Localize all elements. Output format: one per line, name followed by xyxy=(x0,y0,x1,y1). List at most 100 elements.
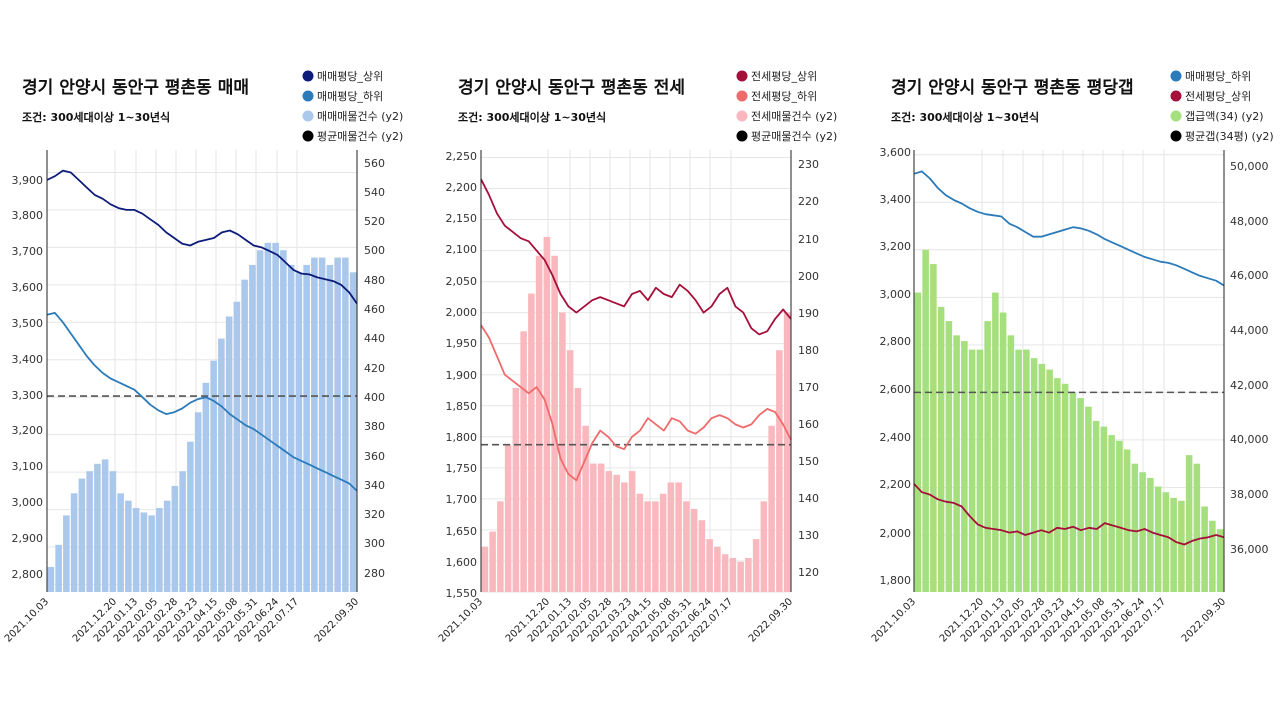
chart-title: 경기 안양시 동안구 평촌동 매매 xyxy=(22,78,249,98)
bar xyxy=(559,312,566,592)
bar xyxy=(1061,383,1069,592)
bar xyxy=(528,293,535,592)
bar xyxy=(1077,398,1084,592)
legend-label: 평균매물건수 (y2) xyxy=(317,130,403,143)
x-tick-label: 2022.09.30 xyxy=(747,596,795,644)
bar xyxy=(566,350,574,592)
y2-tick-label: 340 xyxy=(364,479,385,492)
y2-tick-label: 46,000 xyxy=(1230,269,1269,282)
bar xyxy=(1201,506,1208,592)
legend-marker xyxy=(302,110,314,122)
y2-tick-label: 170 xyxy=(798,381,819,394)
x-tick-label: 2021.10.03 xyxy=(3,596,51,644)
y-tick-label: 3,300 xyxy=(12,389,44,402)
bar xyxy=(930,264,937,592)
y2-tick-label: 200 xyxy=(798,270,819,283)
y-tick-label: 2,100 xyxy=(446,243,478,256)
bar xyxy=(745,558,752,592)
bar xyxy=(94,463,101,592)
bar xyxy=(945,321,953,592)
legend: 매매평당_상위 매매평당_하위 매매매물건수 (y2) 평균매물건수 (y2) xyxy=(302,70,403,143)
y2-tick-label: 220 xyxy=(798,195,819,208)
y2-tick-label: 420 xyxy=(364,362,385,375)
y2-tick-label: 190 xyxy=(798,307,819,320)
legend-marker xyxy=(302,90,314,102)
y-tick-label: 1,700 xyxy=(446,493,478,506)
y-tick-label: 2,800 xyxy=(12,568,44,581)
legend-label: 매매평당_하위 xyxy=(1185,69,1251,83)
y2-tick-label: 44,000 xyxy=(1230,324,1269,337)
legend-label: 평균갭(34평) (y2) xyxy=(1185,130,1274,143)
bar xyxy=(233,301,241,592)
legend-label: 매매평당_하위 xyxy=(317,89,383,103)
y2-tick-label: 120 xyxy=(798,566,819,579)
y2-tick-label: 36,000 xyxy=(1230,543,1269,556)
bar xyxy=(318,257,326,592)
bar xyxy=(47,566,55,592)
bar xyxy=(264,242,272,592)
y-tick-label: 2,800 xyxy=(880,335,912,348)
y-tick-label: 2,200 xyxy=(446,181,478,194)
y-tick-label: 3,900 xyxy=(12,174,44,187)
bar xyxy=(326,264,334,592)
chart-subtitle: 조건: 300세대이상 1~30년식 xyxy=(458,110,606,124)
x-axis-ticks: 2021.10.03 2021.12.20 2022.01.13 2022.02… xyxy=(3,596,361,644)
bar xyxy=(613,474,620,592)
bar xyxy=(1178,500,1185,592)
y2-tick-label: 400 xyxy=(364,391,385,404)
bar xyxy=(636,493,644,592)
y2-tick-label: 380 xyxy=(364,420,385,433)
y-tick-label: 3,400 xyxy=(12,353,44,366)
legend-marker xyxy=(1170,90,1182,102)
y-tick-label: 2,200 xyxy=(880,478,912,491)
bar xyxy=(1147,477,1154,592)
bar xyxy=(1085,406,1092,592)
y-tick-label: 2,400 xyxy=(880,431,912,444)
legend-marker xyxy=(302,70,314,82)
bar xyxy=(1116,440,1123,592)
y2-tick-label: 500 xyxy=(364,244,385,257)
y-tick-label: 3,200 xyxy=(12,424,44,437)
y-tick-label: 2,150 xyxy=(446,212,478,225)
bar xyxy=(582,425,589,592)
bar xyxy=(171,485,179,592)
bar xyxy=(922,249,929,592)
bar xyxy=(520,331,527,592)
bar xyxy=(1015,349,1022,592)
bar xyxy=(1123,449,1131,592)
bar xyxy=(148,515,155,592)
bar xyxy=(675,482,682,592)
legend: 매매평당_하위 전세평당_상위 갭급액(34) (y2) 평균갭(34평) (y… xyxy=(1170,69,1274,143)
bar xyxy=(241,279,248,592)
bar xyxy=(752,539,760,592)
bar xyxy=(1023,349,1030,592)
bar xyxy=(667,482,675,592)
y2-tick-label: 50,000 xyxy=(1230,160,1269,173)
bar xyxy=(179,471,186,592)
bar xyxy=(590,463,597,592)
bar xyxy=(489,531,496,592)
bar xyxy=(1030,358,1038,592)
bar xyxy=(349,272,357,592)
bar xyxy=(1046,369,1053,592)
y-tick-label: 1,750 xyxy=(446,462,478,475)
y2-tick-label: 140 xyxy=(798,492,819,505)
bar xyxy=(202,382,210,592)
y-tick-label: 1,800 xyxy=(880,574,912,587)
bar xyxy=(535,255,543,592)
y2-axis-ticks: 230 220 210 200 190 180 170 160 150 140 … xyxy=(798,158,819,579)
bar xyxy=(721,554,729,592)
bar xyxy=(621,482,628,592)
chart-title: 경기 안양시 동안구 평촌동 평당갭 xyxy=(891,78,1134,98)
bar xyxy=(984,321,991,592)
chart-title: 경기 안양시 동안구 평촌동 전세 xyxy=(458,78,685,98)
y2-tick-label: 210 xyxy=(798,233,819,246)
y2-axis-ticks: 50,000 48,000 46,000 44,000 42,000 40,00… xyxy=(1230,160,1269,556)
legend-label: 전세평당_하위 xyxy=(751,89,817,103)
y-tick-label: 3,000 xyxy=(880,288,912,301)
bar xyxy=(218,338,225,592)
bar xyxy=(481,546,489,592)
bar xyxy=(1038,363,1046,592)
bar xyxy=(342,257,349,592)
bar xyxy=(272,242,279,592)
